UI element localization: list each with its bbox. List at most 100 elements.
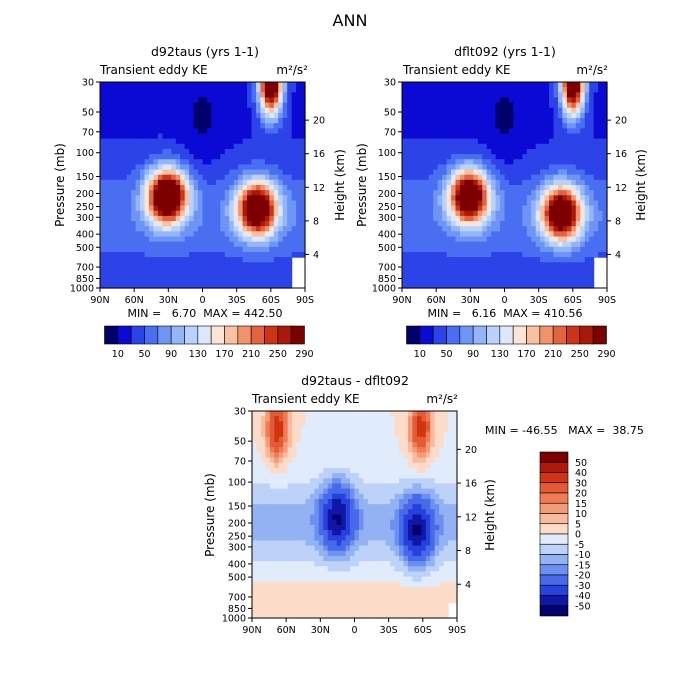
heat-cell	[442, 241, 448, 248]
heat-cell	[589, 179, 595, 186]
heat-cell	[508, 87, 515, 93]
heat-cell	[508, 112, 515, 119]
heat-cell	[117, 205, 123, 212]
heat-cell	[549, 221, 555, 227]
heat-cell	[126, 154, 132, 160]
heat-cell	[385, 442, 391, 448]
heat-cell	[256, 452, 262, 459]
heat-cell	[439, 483, 445, 490]
heat-cell	[390, 530, 396, 536]
heat-cell	[394, 457, 400, 464]
heat-cell	[416, 452, 422, 459]
heat-cell	[296, 148, 302, 155]
heat-cell	[459, 174, 465, 181]
heat-cell	[296, 519, 302, 526]
heat-cell	[198, 236, 204, 243]
heat-cell	[473, 82, 479, 88]
heat-cell	[162, 154, 168, 160]
heat-cell	[504, 87, 510, 93]
heat-cell	[406, 277, 412, 284]
heat-cell	[412, 530, 418, 536]
heat-cell	[580, 272, 586, 279]
heat-cell	[363, 426, 369, 433]
heat-cell	[402, 148, 408, 155]
heat-cell	[464, 138, 470, 145]
heat-cell	[144, 267, 150, 274]
y2-tick-label: 16	[615, 149, 627, 160]
heat-cell	[273, 87, 279, 93]
heat-cell	[451, 241, 457, 248]
heat-cell	[332, 488, 338, 495]
heat-cell	[562, 221, 568, 227]
heat-cell	[424, 159, 430, 165]
heat-cell	[251, 257, 257, 263]
heat-cell	[376, 457, 382, 464]
heat-cell	[451, 277, 457, 284]
heat-cell	[394, 519, 400, 526]
heat-cell	[566, 133, 572, 140]
panel-dflt092: dflt092 (yrs 1-1) Transient eddy KE m²/s…	[355, 44, 648, 360]
heat-cell	[367, 452, 373, 459]
heat-cell	[535, 251, 541, 258]
heat-cell	[433, 92, 439, 99]
heat-cell	[108, 82, 114, 88]
heat-cell	[332, 498, 338, 505]
heat-cell	[513, 82, 519, 88]
heat-cell	[162, 241, 168, 248]
heat-cell	[260, 215, 266, 222]
heat-cell	[131, 97, 137, 104]
heat-cell	[544, 236, 550, 243]
heat-cell	[535, 107, 541, 114]
heat-cell	[149, 272, 155, 279]
heat-cell	[504, 277, 510, 284]
heat-cell	[108, 195, 114, 202]
heat-cell	[283, 540, 289, 547]
x-tick-label: 60S	[262, 295, 280, 306]
heat-cell	[473, 128, 479, 135]
heat-cell	[526, 118, 532, 124]
heat-cell	[166, 257, 172, 263]
heat-cell	[562, 215, 568, 222]
heat-cell	[598, 112, 604, 119]
heat-cell	[126, 148, 132, 155]
heat-cell	[430, 457, 436, 464]
heat-cell	[198, 164, 204, 171]
heat-cell	[589, 143, 595, 150]
heat-cell	[242, 159, 248, 165]
heat-cell	[269, 483, 275, 490]
heat-cell	[580, 143, 586, 150]
heat-cell	[108, 251, 114, 258]
heat-cell	[215, 205, 221, 212]
heat-cell	[336, 524, 342, 531]
heat-cell	[202, 164, 208, 171]
heat-cell	[421, 493, 427, 500]
heat-cell	[300, 128, 306, 135]
heat-cell	[451, 87, 457, 93]
heat-cell	[477, 148, 483, 155]
heat-cell	[451, 257, 457, 263]
heat-cell	[345, 452, 351, 459]
heat-cell	[166, 92, 172, 99]
heat-cell	[491, 159, 497, 165]
heat-cell	[296, 87, 302, 93]
heat-cell	[437, 128, 443, 135]
heat-cell	[504, 241, 510, 248]
heat-cell	[171, 195, 177, 202]
heat-cell	[428, 277, 434, 284]
heat-cell	[260, 524, 266, 531]
heat-cell	[117, 226, 123, 232]
heat-cell	[433, 164, 439, 171]
heat-cell	[442, 118, 448, 124]
heat-cell	[517, 102, 523, 109]
heat-cell	[403, 436, 409, 443]
heat-cell	[117, 210, 123, 217]
heat-cell	[269, 488, 275, 495]
heat-cell	[314, 498, 320, 505]
heat-cell	[434, 473, 440, 479]
heat-cell	[274, 488, 280, 495]
figure-title: ANN	[333, 11, 368, 30]
heat-cell	[412, 411, 418, 417]
heat-cell	[593, 102, 599, 109]
heat-cell	[416, 498, 422, 505]
heat-cell	[336, 431, 342, 438]
